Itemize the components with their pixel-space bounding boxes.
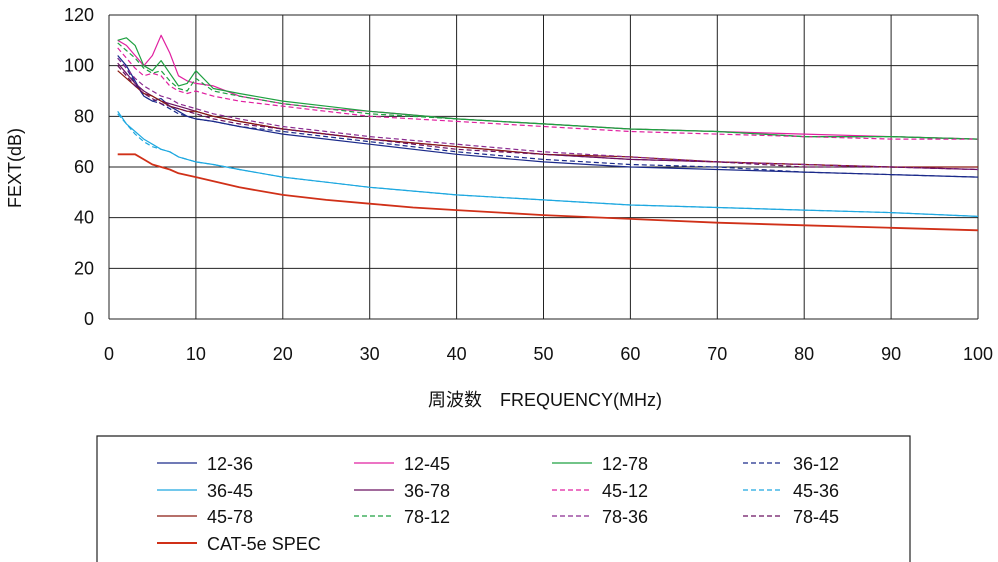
- x-tick-label: 30: [360, 344, 380, 364]
- x-tick-label: 20: [273, 344, 293, 364]
- series-line: [117, 65, 979, 171]
- y-tick-label: 20: [74, 258, 94, 278]
- x-tick-labels: 0 10 20 30 40 50 60 70 80 90 100: [104, 344, 993, 364]
- legend-label: 12-36: [207, 454, 253, 474]
- x-axis-label: 周波数 FREQUENCY(MHz): [428, 390, 662, 410]
- legend: 12-36 12-45 12-78 36-12 36-45 36-78 45-12 45-36…: [96, 435, 911, 562]
- legend-label: CAT-5e SPEC: [207, 534, 321, 554]
- x-tick-label: 80: [794, 344, 814, 364]
- legend-label: 78-36: [602, 507, 648, 527]
- series-line: [117, 47, 978, 140]
- grid: [108, 14, 979, 320]
- y-tick-label: 40: [74, 208, 94, 228]
- y-tick-label: 80: [74, 106, 94, 126]
- series-line: [117, 42, 979, 140]
- legend-label: 36-12: [793, 454, 839, 474]
- legend-label: 45-36: [793, 481, 839, 501]
- legend-frame: [96, 435, 911, 562]
- series-line: [117, 34, 979, 140]
- series-line: [117, 57, 979, 171]
- legend-label: 36-45: [207, 481, 253, 501]
- series-line: [117, 37, 979, 140]
- legend-label: 78-12: [404, 507, 450, 527]
- legend-label: 12-78: [602, 454, 648, 474]
- series-lines: [117, 34, 979, 232]
- x-tick-label: 100: [963, 344, 993, 364]
- x-tick-label: 90: [881, 344, 901, 364]
- legend-label: 12-45: [404, 454, 450, 474]
- x-tick-label: 10: [186, 344, 206, 364]
- y-tick-label: 60: [74, 157, 94, 177]
- legend-label: 36-78: [404, 481, 450, 501]
- y-tick-label: 100: [64, 56, 94, 76]
- series-line: [117, 57, 979, 178]
- y-axis-label: FEXT(dB): [5, 128, 25, 208]
- x-tick-label: 70: [707, 344, 727, 364]
- x-tick-label: 0: [104, 344, 114, 364]
- y-tick-labels: 0 20 40 60 80 100 120: [64, 5, 94, 329]
- legend-label: 45-78: [207, 507, 253, 527]
- series-line: [117, 110, 979, 217]
- series-line: [117, 153, 979, 232]
- series-line: [117, 113, 979, 217]
- legend-label: 45-12: [602, 481, 648, 501]
- x-tick-label: 40: [447, 344, 467, 364]
- x-tick-label: 60: [620, 344, 640, 364]
- y-tick-label: 0: [84, 309, 94, 329]
- y-tick-label: 120: [64, 5, 94, 25]
- legend-label: 78-45: [793, 507, 839, 527]
- x-tick-label: 50: [533, 344, 553, 364]
